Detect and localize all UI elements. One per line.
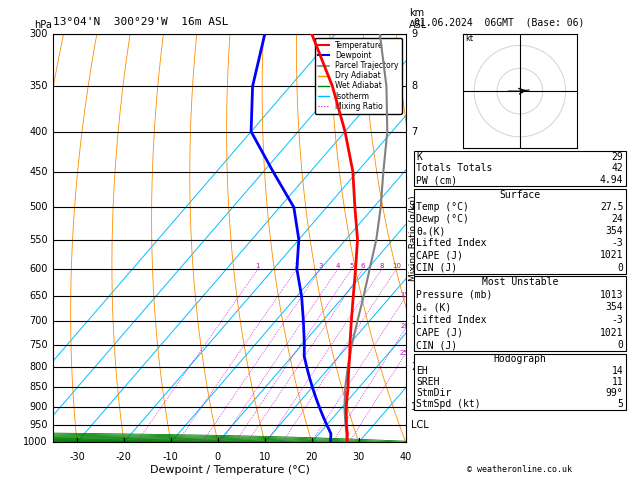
- Text: 350: 350: [30, 81, 48, 91]
- Text: 20: 20: [306, 452, 318, 462]
- Text: Surface: Surface: [499, 190, 540, 200]
- Text: 500: 500: [30, 202, 48, 212]
- Text: Totals Totals: Totals Totals: [416, 163, 493, 174]
- Text: Temp (°C): Temp (°C): [416, 202, 469, 212]
- Text: © weatheronline.co.uk: © weatheronline.co.uk: [467, 465, 572, 474]
- Text: 0: 0: [618, 262, 623, 273]
- Text: 10: 10: [259, 452, 271, 462]
- Text: 1: 1: [411, 401, 418, 412]
- Text: 5: 5: [411, 264, 418, 274]
- Text: 1000: 1000: [23, 437, 48, 447]
- Text: 4: 4: [336, 263, 340, 269]
- Text: Lifted Index: Lifted Index: [416, 238, 487, 248]
- Text: 14: 14: [611, 365, 623, 376]
- Text: 40: 40: [399, 452, 412, 462]
- Text: 29: 29: [611, 152, 623, 161]
- Text: Lifted Index: Lifted Index: [416, 315, 487, 325]
- Text: 354: 354: [606, 302, 623, 312]
- Text: CAPE (J): CAPE (J): [416, 328, 464, 338]
- Text: 3: 3: [318, 263, 323, 269]
- Text: 1: 1: [256, 263, 260, 269]
- Text: 6: 6: [411, 202, 418, 212]
- Text: 400: 400: [30, 126, 48, 137]
- Text: 950: 950: [30, 420, 48, 430]
- Text: 650: 650: [30, 291, 48, 301]
- Text: θₑ (K): θₑ (K): [416, 302, 452, 312]
- Text: 30: 30: [353, 452, 365, 462]
- Text: θₑ(K): θₑ(K): [416, 226, 446, 236]
- Text: 9: 9: [411, 29, 418, 39]
- Text: 0: 0: [214, 452, 221, 462]
- Text: -10: -10: [163, 452, 179, 462]
- Text: Hodograph: Hodograph: [493, 354, 547, 364]
- Text: 550: 550: [30, 235, 48, 244]
- Text: 354: 354: [606, 226, 623, 236]
- Text: 0: 0: [618, 340, 623, 350]
- Text: 5: 5: [350, 263, 354, 269]
- Text: 1013: 1013: [600, 290, 623, 300]
- Text: 8: 8: [411, 81, 418, 91]
- Text: LCL: LCL: [411, 420, 429, 430]
- Text: 1021: 1021: [600, 250, 623, 260]
- Text: Mixing Ratio (g/kg): Mixing Ratio (g/kg): [409, 195, 418, 281]
- Text: 10: 10: [392, 263, 401, 269]
- Text: 900: 900: [30, 401, 48, 412]
- Text: SREH: SREH: [416, 377, 440, 387]
- Text: 27.5: 27.5: [600, 202, 623, 212]
- Text: CIN (J): CIN (J): [416, 262, 457, 273]
- Text: Pressure (mb): Pressure (mb): [416, 290, 493, 300]
- Text: 300: 300: [30, 29, 48, 39]
- Text: 25: 25: [399, 350, 408, 356]
- Text: 13°04'N  300°29'W  16m ASL: 13°04'N 300°29'W 16m ASL: [53, 17, 229, 27]
- Text: 99°: 99°: [606, 388, 623, 398]
- Text: 6: 6: [361, 263, 365, 269]
- Text: -3: -3: [611, 315, 623, 325]
- Text: 20: 20: [401, 323, 410, 329]
- Text: 600: 600: [30, 264, 48, 274]
- Text: 700: 700: [30, 316, 48, 326]
- Legend: Temperature, Dewpoint, Parcel Trajectory, Dry Adiabat, Wet Adiabat, Isotherm, Mi: Temperature, Dewpoint, Parcel Trajectory…: [314, 38, 402, 114]
- Text: StmDir: StmDir: [416, 388, 452, 398]
- Text: -3: -3: [611, 238, 623, 248]
- Text: 3: 3: [411, 316, 418, 326]
- Text: 800: 800: [30, 362, 48, 372]
- Text: kt: kt: [465, 34, 473, 43]
- Text: 42: 42: [611, 163, 623, 174]
- Text: Most Unstable: Most Unstable: [482, 278, 558, 287]
- Text: Dewp (°C): Dewp (°C): [416, 214, 469, 224]
- Text: 2: 2: [294, 263, 299, 269]
- Text: -20: -20: [116, 452, 132, 462]
- Text: CIN (J): CIN (J): [416, 340, 457, 350]
- Text: km
ASL: km ASL: [409, 8, 428, 30]
- Text: 750: 750: [30, 340, 48, 350]
- Text: Dewpoint / Temperature (°C): Dewpoint / Temperature (°C): [150, 465, 309, 475]
- Text: 5: 5: [618, 399, 623, 409]
- Text: PW (cm): PW (cm): [416, 175, 457, 185]
- Text: -30: -30: [69, 452, 85, 462]
- Text: hPa: hPa: [34, 20, 52, 30]
- Text: 11: 11: [611, 377, 623, 387]
- Text: 24: 24: [611, 214, 623, 224]
- Text: 1021: 1021: [600, 328, 623, 338]
- Text: EH: EH: [416, 365, 428, 376]
- Text: 2: 2: [411, 362, 418, 372]
- Text: StmSpd (kt): StmSpd (kt): [416, 399, 481, 409]
- Text: 850: 850: [30, 382, 48, 392]
- Text: 15: 15: [400, 293, 409, 298]
- Text: CAPE (J): CAPE (J): [416, 250, 464, 260]
- Text: 7: 7: [411, 126, 418, 137]
- Text: 450: 450: [30, 167, 48, 176]
- Text: K: K: [416, 152, 422, 161]
- Text: 4.94: 4.94: [600, 175, 623, 185]
- Text: 8: 8: [379, 263, 384, 269]
- Text: 01.06.2024  06GMT  (Base: 06): 01.06.2024 06GMT (Base: 06): [414, 17, 584, 27]
